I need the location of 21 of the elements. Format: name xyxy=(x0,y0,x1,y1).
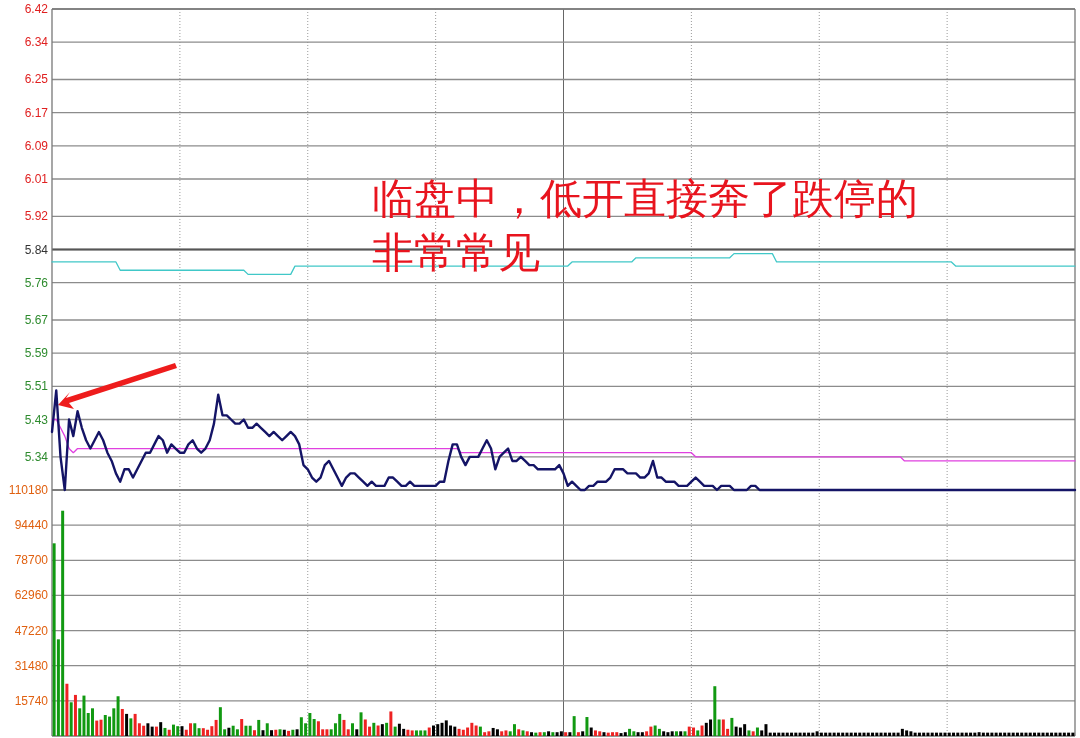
y-tick-label: 15740 xyxy=(14,693,49,708)
y-tick-label: 5.34 xyxy=(24,449,49,464)
y-tick-label: 6.42 xyxy=(24,2,49,16)
y-tick-label: 6.09 xyxy=(24,138,49,153)
y-tick-label: 78700 xyxy=(14,553,49,568)
y-tick-label: 6.34 xyxy=(24,35,49,50)
y-tick-label: 62960 xyxy=(14,588,49,603)
y-tick-label: 5.67 xyxy=(24,312,49,327)
y-tick-label: 5.43 xyxy=(24,412,49,427)
y-tick-label: 5.84 xyxy=(24,242,49,257)
y-tick-label: 94440 xyxy=(14,518,49,533)
y-tick-label: 31480 xyxy=(14,658,49,673)
y-tick-label: 110180 xyxy=(8,483,49,497)
y-tick-label: 5.76 xyxy=(24,275,49,290)
y-tick-label: 6.25 xyxy=(24,72,49,87)
y-tick-label: 5.92 xyxy=(24,209,49,224)
y-tick-label: 47220 xyxy=(14,623,49,638)
y-tick-label: 5.59 xyxy=(24,346,49,361)
y-tick-label: 6.17 xyxy=(24,105,49,120)
y-tick-label: 5.51 xyxy=(24,379,49,394)
y-tick-label: 6.01 xyxy=(24,172,49,187)
